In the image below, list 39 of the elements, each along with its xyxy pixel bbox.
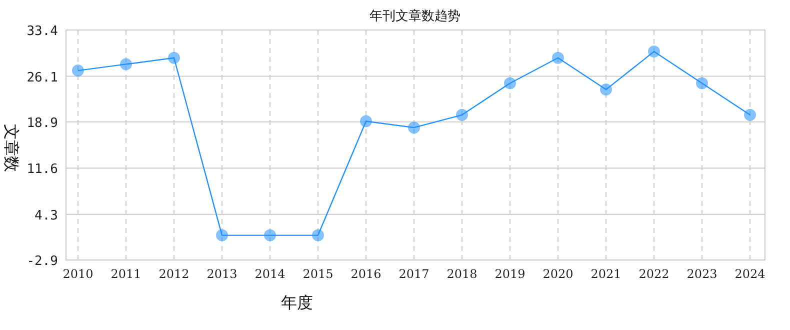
point — [312, 229, 324, 242]
x-tick-label: 2021 — [590, 267, 622, 281]
point — [120, 58, 132, 70]
x-tick-label: 2013 — [206, 267, 238, 281]
point — [600, 84, 612, 96]
x-tick-label: 2012 — [158, 267, 190, 281]
point — [648, 46, 660, 58]
x-tick-label: 2010 — [62, 267, 94, 281]
y-axis-title: 文章数 — [2, 124, 21, 172]
point — [552, 52, 564, 64]
y-tick-label: 4.3 — [34, 208, 58, 224]
x-tick-label: 2022 — [638, 267, 670, 281]
point — [504, 77, 516, 90]
point — [360, 115, 372, 128]
y-tick-label: 33.4 — [26, 24, 58, 39]
chart-title: 年刊文章数趋势 — [370, 9, 460, 24]
x-tick-label: 2019 — [494, 267, 526, 281]
point — [696, 77, 708, 90]
x-tick-label: 2023 — [686, 267, 718, 281]
point — [408, 122, 420, 134]
point — [72, 64, 84, 77]
point — [168, 52, 180, 64]
x-axis-title: 年度 — [281, 293, 313, 312]
y-tick-label: 11.6 — [26, 162, 58, 178]
x-tick-label: 2018 — [446, 267, 478, 281]
x-tick-label: 2015 — [302, 267, 334, 281]
x-tick-label: 2016 — [350, 267, 382, 281]
x-tick-label: 2024 — [734, 267, 766, 281]
y-tick-label: 26.1 — [26, 70, 58, 86]
x-tick-label: 2020 — [542, 267, 574, 281]
point — [264, 229, 276, 242]
point — [216, 229, 228, 242]
x-tick-label: 2011 — [110, 267, 142, 281]
point — [744, 108, 756, 121]
x-tick-label: 2014 — [254, 267, 286, 281]
y-tick-label: 18.9 — [26, 116, 58, 131]
point — [456, 108, 468, 121]
y-tick-label: -2.9 — [26, 254, 58, 269]
x-tick-label: 2017 — [398, 267, 430, 281]
